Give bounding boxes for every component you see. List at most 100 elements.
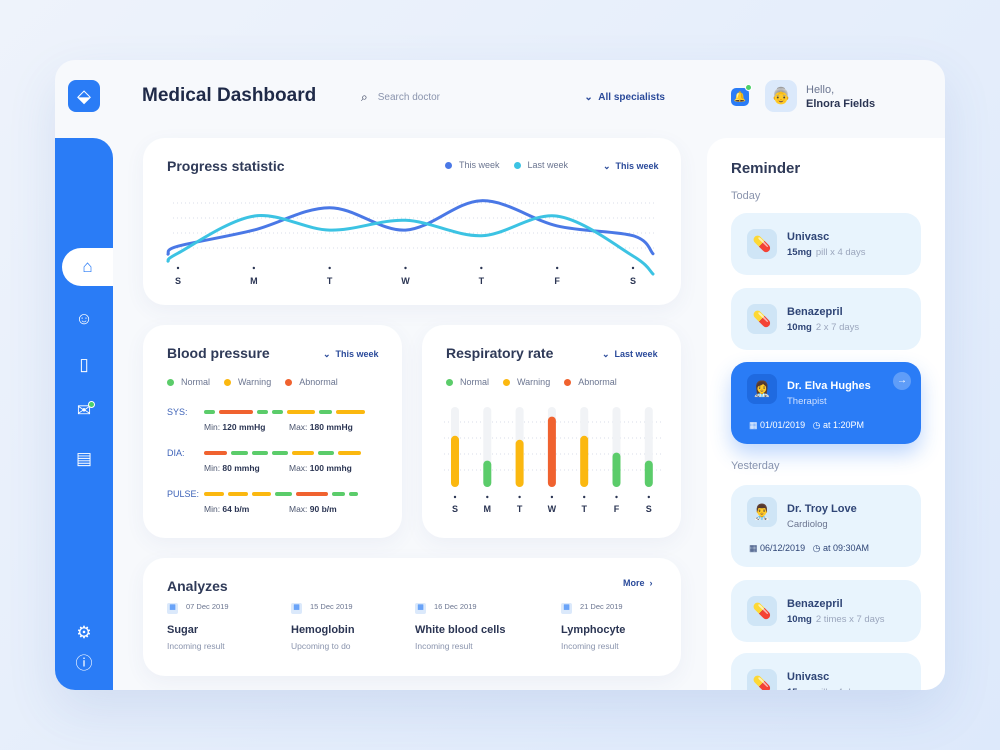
tick-dot (328, 266, 331, 270)
bp-segment-normal (319, 410, 332, 414)
home-icon: ⌂ (82, 257, 93, 276)
tick-dot (480, 266, 483, 270)
resp-title: Respiratory rate (446, 345, 554, 361)
bp-segment-bar (204, 451, 362, 455)
tick-dot (555, 266, 559, 270)
progress-card: Progress statistic This week Last week ⌄… (143, 138, 681, 305)
resp-filter-dropdown[interactable]: ⌄ Last week (602, 349, 658, 359)
x-tick-label: T (517, 504, 523, 514)
analysis-name: Lymphocyte (561, 624, 626, 636)
calendar-icon: ▦ (561, 603, 572, 614)
notification-dot (745, 84, 752, 91)
search-icon: ⌕ (361, 89, 368, 104)
sidebar-item-inbox[interactable]: ▤ (55, 440, 113, 478)
analysis-date: 21 Dec 2019 (580, 602, 623, 611)
medication-reminder[interactable]: 💊 Benazepril 10mg 2 times x 7 days (731, 580, 921, 642)
user-name: Elnora Fields (806, 98, 876, 110)
bp-segment-warning (227, 492, 248, 496)
avatar[interactable]: 👵 (765, 80, 797, 112)
app-window: ⬙ Medical Dashboard ⌕ Search doctor ⌄ Al… (55, 60, 945, 690)
bp-max: Max: 90 b/m (289, 504, 337, 514)
analysis-status: Incoming result (561, 641, 619, 651)
calendar-icon: ▦ (167, 603, 178, 614)
sidebar-item-home[interactable]: ⌂ (62, 248, 113, 286)
bar-normal (612, 452, 621, 487)
analysis-item[interactable]: ▦ 21 Dec 2019 Lymphocyte Incoming result (561, 602, 691, 651)
inbox-icon: ▤ (75, 449, 93, 468)
tick-dot (404, 266, 407, 270)
appointment-card[interactable]: 👨‍⚕️ Dr. Troy Love Cardiolog ▦ 06/12/201… (731, 485, 921, 567)
bp-segment-bar (204, 410, 365, 414)
clock-icon: ◷ (812, 420, 821, 430)
sidebar-item-clipboard[interactable]: ▯ (55, 346, 113, 384)
bp-segment-normal (271, 451, 288, 455)
sidebar-item-doctors[interactable]: ☺ (55, 300, 113, 338)
bp-segment-abnormal (204, 451, 228, 455)
settings-button[interactable]: ⚙ (55, 614, 113, 652)
medication-reminder[interactable]: 💊 Benazepril 10mg 2 x 7 days (731, 288, 921, 350)
x-tick-label: T (327, 276, 333, 286)
doctor-avatar: 👨‍⚕️ (747, 497, 777, 527)
analysis-date: 16 Dec 2019 (434, 602, 477, 611)
search-bar[interactable]: ⌕ Search doctor ⌄ All specialists (345, 80, 685, 114)
tick-dot (252, 266, 256, 270)
analysis-date: 07 Dec 2019 (186, 602, 229, 611)
bp-segment-warning (251, 492, 272, 496)
blood-legend: Normal Warning Abnormal (167, 377, 338, 387)
bp-segment-warning (286, 410, 316, 414)
analysis-name: Hemoglobin (291, 624, 355, 636)
x-tick-label: M (250, 276, 258, 286)
tick-dot (550, 495, 554, 499)
logo-icon[interactable]: ⬙ (68, 80, 100, 112)
medication-name: Univasc (787, 671, 830, 683)
blood-pressure-card: Blood pressure ⌄ This week Normal Warnin… (143, 325, 402, 538)
gear-icon: ⚙ (76, 623, 92, 642)
legend-last-week: Last week (513, 160, 568, 170)
bp-segment-bar (204, 492, 358, 496)
progress-title: Progress statistic (167, 158, 285, 174)
doctor-role: Cardiolog (787, 519, 828, 530)
bp-row-label: PULSE: (167, 489, 200, 499)
analysis-item[interactable]: ▦ 07 Dec 2019 Sugar Incoming result (167, 602, 297, 651)
x-tick-label: W (548, 504, 557, 514)
bp-segment-normal (348, 492, 358, 496)
specialists-dropdown[interactable]: ⌄ All specialists (584, 92, 665, 103)
greeting-text: Hello, (806, 84, 835, 96)
sidebar-item-messages[interactable]: ✉ (55, 392, 113, 430)
pill-bottle-icon: 💊 (747, 596, 777, 626)
bp-min: Min: 64 b/m (204, 504, 250, 514)
blood-title: Blood pressure (167, 345, 270, 361)
x-tick-label: T (581, 504, 587, 514)
x-tick-label: T (479, 276, 485, 286)
analysis-status: Incoming result (167, 641, 225, 651)
appointment-card[interactable]: 👩‍⚕️ Dr. Elva Hughes Therapist ▦ 01/01/2… (731, 362, 921, 444)
tick-dot (631, 266, 635, 270)
info-button[interactable]: ⓘ (55, 642, 113, 680)
notification-bell-icon[interactable]: 🔔 (731, 88, 749, 106)
bp-row-label: DIA: (167, 448, 185, 458)
bp-segment-warning (204, 492, 224, 496)
progress-filter-dropdown[interactable]: ⌄ This week (603, 161, 659, 171)
x-tick-label: W (401, 276, 410, 286)
medication-dose: 10mg 2 x 7 days (787, 322, 860, 333)
search-input[interactable]: Search doctor (377, 91, 440, 103)
legend-this-week: This week (445, 160, 500, 170)
arrow-right-icon[interactable]: → (893, 372, 911, 390)
analysis-name: Sugar (167, 624, 199, 636)
tick-dot (647, 495, 650, 499)
bp-segment-normal (271, 410, 283, 414)
series-line-this-week (166, 199, 655, 256)
blood-filter-dropdown[interactable]: ⌄ This week (323, 349, 379, 359)
calendar-icon: ▦ (749, 543, 758, 553)
bp-segment-normal (317, 451, 334, 455)
chat-icon: ✉ (76, 401, 92, 420)
more-link[interactable]: More › (623, 578, 653, 588)
analysis-item[interactable]: ▦ 15 Dec 2019 Hemoglobin Upcoming to do (291, 602, 421, 651)
sidebar: ⌂ ☺ ▯ ✉ ▤ ⚙ ⓘ (55, 138, 113, 690)
analysis-item[interactable]: ▦ 16 Dec 2019 White blood cells Incoming … (415, 602, 545, 651)
user-greeting: Hello, Elnora Fields (806, 83, 875, 111)
reminder-panel: Reminder Today Yesterday 💊 Univasc 15mg p… (707, 138, 945, 690)
